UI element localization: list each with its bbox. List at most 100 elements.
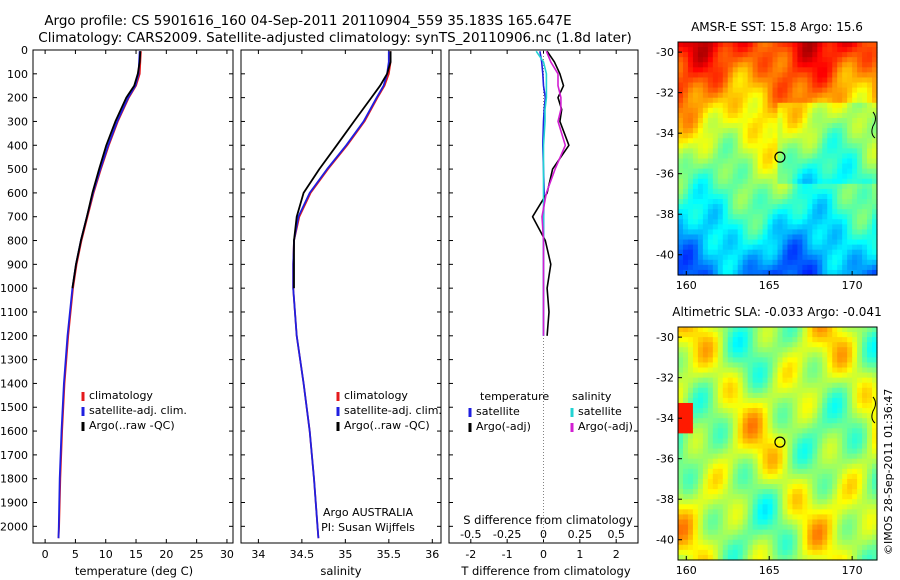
- map-cell: [832, 443, 838, 450]
- map-cell: [842, 433, 848, 440]
- map-cell: [717, 143, 724, 149]
- map-cell: [772, 57, 779, 63]
- map-cell: [852, 173, 858, 180]
- map-cell: [767, 153, 774, 160]
- map-cell: [767, 519, 774, 526]
- map-cell: [832, 47, 838, 53]
- map-cell: [722, 397, 729, 404]
- map-cell: [807, 264, 813, 271]
- map-cell: [692, 193, 699, 200]
- map-cell: [712, 478, 719, 485]
- map-cell: [802, 433, 808, 440]
- map-cell: [772, 244, 779, 251]
- map-cell: [732, 524, 739, 531]
- map-cell: [722, 229, 729, 236]
- map-cell: [772, 254, 779, 261]
- map-cell: [842, 269, 848, 276]
- map-cell: [722, 438, 729, 445]
- map-cell: [772, 87, 779, 94]
- map-cell: [847, 234, 853, 241]
- map-cell: [792, 158, 798, 165]
- map-cell: [827, 117, 833, 124]
- map-cell: [772, 529, 779, 536]
- map-cell: [867, 549, 873, 556]
- map-cell: [817, 392, 823, 399]
- map-cell: [847, 524, 853, 531]
- map-cell: [762, 229, 769, 236]
- map-cell: [827, 77, 833, 84]
- map-cell: [727, 499, 734, 505]
- map-cell: [692, 357, 699, 364]
- map-cell: [767, 209, 774, 215]
- map-cell: [727, 413, 734, 419]
- map-cell: [787, 117, 794, 124]
- salinity-panel-frame: [240, 49, 442, 544]
- map-cell: [742, 57, 749, 63]
- map-cell: [867, 72, 873, 79]
- map-cell: [787, 72, 794, 79]
- map-cell: [867, 408, 873, 414]
- map-cell: [737, 269, 744, 276]
- map-cell: [697, 143, 704, 149]
- map-cell: [742, 138, 749, 144]
- map-cell: [678, 219, 684, 225]
- map-cell: [857, 224, 863, 231]
- map-cell: [742, 234, 749, 241]
- map-cell: [687, 143, 694, 149]
- map-cell: [782, 428, 789, 434]
- map-cell: [697, 504, 704, 510]
- map-cell: [707, 204, 714, 210]
- map-cell: [717, 554, 724, 561]
- map-cell: [692, 529, 699, 536]
- map-cell: [772, 372, 779, 379]
- map-cell: [767, 259, 774, 266]
- map-cell: [682, 42, 689, 48]
- map-cell: [737, 259, 744, 266]
- map-cell: [752, 239, 759, 246]
- map-cell: [822, 173, 828, 180]
- map-cell: [727, 168, 734, 175]
- map-cell: [842, 239, 848, 246]
- depth-tick-label: 1500: [0, 401, 28, 414]
- x-tick-label: 15: [129, 548, 143, 561]
- map-cell: [822, 509, 828, 516]
- map-cell: [678, 337, 684, 343]
- map-cell: [852, 249, 858, 256]
- map-cell: [837, 57, 843, 63]
- map-cell: [752, 544, 759, 551]
- map-cell: [827, 42, 833, 48]
- map-cell: [872, 458, 878, 465]
- map-cell: [737, 423, 744, 429]
- map-cell: [857, 128, 863, 134]
- map-cell: [762, 42, 769, 48]
- map-cell: [777, 433, 784, 440]
- map-cell: [687, 87, 694, 94]
- map-cell: [777, 52, 784, 58]
- map-cell: [812, 392, 818, 399]
- map-cell: [692, 72, 699, 79]
- map-cell: [837, 347, 843, 353]
- map-cell: [817, 402, 823, 409]
- map-cell: [727, 433, 734, 440]
- map-cell: [702, 413, 709, 419]
- map-cell: [752, 229, 759, 236]
- map-cell: [737, 178, 744, 185]
- legend-entry: Argo(-adj): [578, 420, 633, 433]
- map-cell: [772, 133, 779, 139]
- map-cell: [707, 428, 714, 434]
- map-cell: [832, 57, 838, 63]
- map-cell: [817, 188, 823, 195]
- map-cell: [812, 254, 818, 261]
- map-cell: [732, 397, 739, 404]
- map-cell: [722, 377, 729, 384]
- depth-tick-label: 1100: [0, 306, 28, 319]
- map-cell: [802, 342, 808, 348]
- map-cell: [797, 504, 803, 510]
- map-cell: [732, 402, 739, 409]
- map-cell: [707, 509, 714, 516]
- map-cell: [777, 163, 784, 170]
- map-cell: [727, 244, 734, 251]
- map-cell: [862, 524, 868, 531]
- map-cell: [717, 549, 724, 556]
- map-cell: [847, 264, 853, 271]
